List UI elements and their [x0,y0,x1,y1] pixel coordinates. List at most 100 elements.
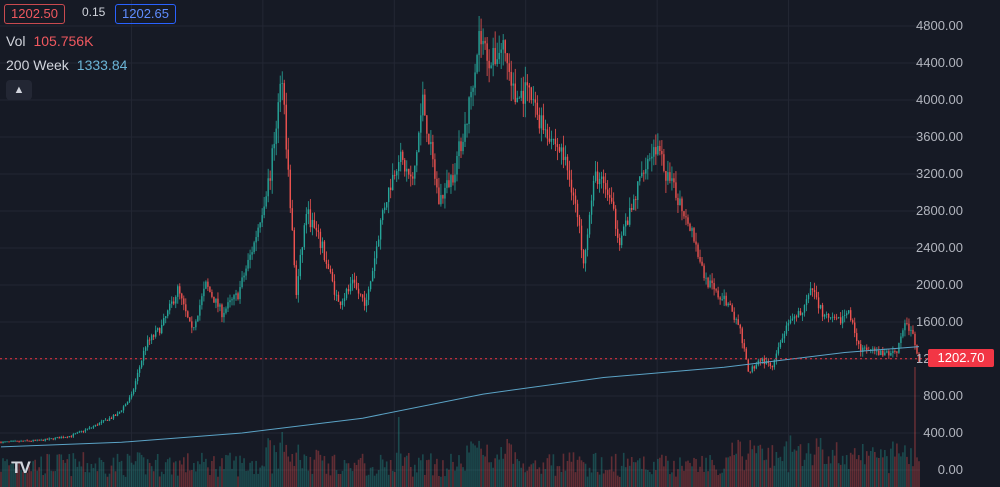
volume-bar [655,470,657,487]
candle-body [377,239,380,247]
volume-bar [152,471,155,487]
candle-body [408,168,410,175]
volume-bar [434,464,436,487]
volume-bar [448,469,450,487]
candle-body [498,52,500,60]
candle-body [187,311,189,318]
candle-body [536,102,539,115]
volume-bar [233,460,235,487]
candle-body [528,85,531,88]
volume-bar [289,461,292,487]
candle-body [464,124,466,142]
volume-bar [287,456,290,487]
candle-body [639,176,641,182]
candle-body [438,187,440,205]
volume-bar [898,453,900,487]
volume-bar [418,457,420,487]
candle-body [279,83,281,103]
volume-bar [279,442,282,487]
candle-body [442,195,444,199]
volume-bar [906,456,908,487]
candle-body [799,311,802,316]
volume-bar [803,459,806,487]
volume-bar [787,472,790,487]
volume-bar [510,444,513,487]
candle-body [568,170,571,180]
candle-body [562,147,565,161]
candle-body [323,241,326,261]
volume-bar [52,471,55,487]
volume-bar [638,458,641,487]
candle-body [146,339,149,348]
volume-bar [263,466,265,487]
volume-bar [122,475,125,487]
price-axis[interactable]: 4800.00 4400.00 4000.00 3600.00 3200.00 2800.… [916,18,963,477]
volume-bar [424,474,426,487]
candle-body [731,305,733,312]
volume-bar [791,451,794,487]
volume-bar [620,465,623,487]
ask-price-box[interactable]: 1202.65 [115,4,176,24]
candle-body [30,441,32,442]
candle-body [389,187,392,190]
candle-body [592,180,595,201]
candle-body [46,438,48,440]
candle-body [36,439,38,441]
volume-bar [586,476,589,487]
volume-bar [518,461,521,487]
candle-body [249,254,251,260]
candle-body [66,437,68,438]
candle-body [163,318,165,325]
candle-body [70,436,73,437]
candle-body [333,281,336,295]
volume-bar [217,476,219,487]
candle-body [807,295,810,300]
volume-bar [602,473,605,487]
collapse-legend-button[interactable]: ▲ [6,80,32,100]
candle-body [78,431,81,433]
candle-body [872,348,874,350]
volume-bar [671,472,673,487]
volume-bar [584,463,587,487]
candle-body [291,208,293,231]
volume-bar [807,443,810,487]
candle-body [321,241,324,249]
volume-bar [327,463,330,487]
candle-body [725,295,727,306]
candle-body [6,441,8,443]
candle-body [653,147,655,157]
volume-bar [249,462,251,487]
volume-bar [34,459,36,487]
candle-body [719,297,721,300]
candle-body [241,277,243,288]
volume-bar [347,463,350,487]
candle-body [434,159,436,179]
candle-body [825,313,828,315]
volume-bar [645,469,647,487]
candle-body [247,259,249,269]
volume-bar [231,468,233,487]
candle-body [616,228,619,238]
volume-bar [576,459,579,487]
candle-body [245,268,247,276]
candle-body [130,393,133,398]
candle-body [866,347,868,351]
candle-body [600,176,603,179]
volume-bar [92,467,95,487]
y-tick-label: 2000.00 [916,277,963,292]
volume-bar [367,474,370,487]
candle-body [179,286,181,294]
candle-body [522,90,524,104]
volume-bar [106,476,109,487]
volume-bar [307,470,310,487]
bid-price-box[interactable]: 1202.50 [4,4,65,24]
grid-lines [0,0,920,487]
volume-bar [295,452,298,487]
candle-body [319,231,322,249]
candle-body [683,211,685,217]
candle-body [843,315,846,317]
candle-body [261,215,263,223]
candle-body [703,265,705,279]
candle-body [406,168,408,172]
